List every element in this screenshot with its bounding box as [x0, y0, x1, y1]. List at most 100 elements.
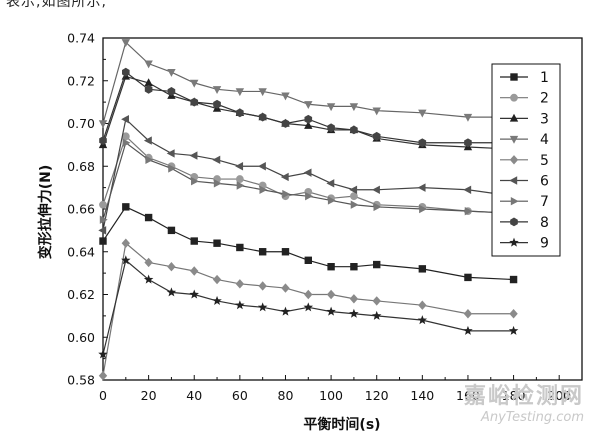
x-tick-label: 140	[410, 388, 434, 403]
series-5-point	[235, 279, 245, 289]
series-4-point	[304, 101, 313, 109]
series-9-point	[349, 308, 359, 318]
series-1-point	[213, 239, 221, 247]
series-2-point	[350, 192, 358, 201]
x-axis-title: 平衡时间(s)	[303, 416, 380, 433]
series-1-point	[350, 263, 358, 271]
watermark-cn: 嘉峪检测网	[463, 384, 584, 409]
series-9-point	[98, 349, 108, 359]
series-5-point	[304, 289, 313, 300]
series-1-point	[236, 243, 244, 252]
legend: 1 2 3 4 5 6 7 8 9	[491, 63, 561, 257]
series-6-point	[143, 136, 152, 145]
legend-marker	[509, 155, 519, 165]
y-tick-label: 0.66	[67, 202, 95, 217]
series-6-point	[417, 183, 426, 192]
legend-marker	[509, 135, 519, 144]
series-1-point	[281, 248, 290, 256]
legend-marker	[509, 237, 519, 247]
series-9-point	[326, 306, 336, 316]
series-5-point	[418, 300, 427, 310]
series-5-point	[212, 274, 222, 285]
legend-label: 8	[540, 215, 549, 231]
series-5-point	[167, 262, 176, 272]
series-8-point	[167, 87, 176, 96]
series-6-point	[280, 172, 289, 182]
series-8-point	[190, 97, 199, 107]
series-3-point	[304, 120, 313, 129]
series-9-point	[463, 325, 473, 335]
x-tick-label: 0	[99, 388, 107, 403]
series-1-point	[509, 275, 518, 284]
series-8-point	[144, 84, 153, 94]
legend-marker	[510, 217, 518, 227]
x-tick-label: 120	[365, 388, 389, 403]
series-7-point	[145, 155, 154, 165]
series-4-point	[212, 86, 222, 94]
series-6-point	[463, 185, 472, 194]
legend-entry-8: 8	[500, 215, 549, 231]
series-8-point	[281, 119, 290, 128]
series-5-point	[258, 281, 267, 291]
series-layer	[98, 39, 519, 381]
watermark: 嘉峪检测网 AnyTesting.com	[463, 384, 584, 425]
series-1-point	[304, 256, 312, 264]
legend-label: 1	[540, 70, 549, 86]
legend-marker	[510, 197, 519, 206]
series-8-line	[102, 71, 514, 144]
series-1-point	[99, 237, 107, 245]
series-7-line	[102, 141, 514, 220]
series-7-point	[191, 177, 199, 186]
series-7-point	[236, 181, 245, 190]
legend-label: 6	[540, 174, 549, 190]
series-6	[98, 115, 517, 235]
series-6-point	[121, 115, 130, 124]
series-7-point	[122, 138, 131, 147]
series-1-point	[327, 263, 335, 271]
series-4-point	[190, 79, 199, 88]
series-5-point	[121, 238, 131, 248]
series-8-point	[99, 136, 107, 145]
x-tick-label: 160	[456, 388, 480, 403]
legend-entry-9: 9	[500, 236, 549, 252]
series-3-line	[102, 75, 514, 150]
series-5-point	[349, 294, 359, 304]
x-tick-label: 200	[547, 388, 571, 403]
x-tick-label: 180	[502, 388, 526, 403]
series-2-point	[235, 175, 244, 183]
x-tick-label: 60	[232, 388, 248, 403]
series-1-point	[418, 265, 427, 273]
watermark-en: AnyTesting.com	[480, 410, 584, 425]
cropped-header-text: 表示,如图所示,	[0, 0, 600, 20]
y-axis-title: 变形拉伸力(N)	[37, 165, 54, 260]
legend-marker	[510, 93, 518, 102]
series-6-point	[372, 185, 380, 194]
series-7	[99, 138, 519, 224]
y-tick-label: 0.60	[67, 330, 95, 345]
series-1-point	[373, 260, 381, 269]
series-5-line	[102, 242, 514, 376]
x-axis-ticks: 0 20 40 60 80 100 120 140 160 180 200	[99, 375, 571, 403]
series-9-point	[121, 255, 131, 265]
series-1-point	[190, 237, 198, 245]
series-6-line	[102, 118, 514, 231]
series-4	[98, 39, 518, 129]
series-8-point	[236, 108, 244, 118]
legend-entry-7: 7	[500, 194, 549, 210]
series-9-point	[371, 310, 382, 320]
legend-entry-1: 1	[500, 70, 549, 86]
series-2-point	[121, 132, 130, 141]
series-5-point	[144, 257, 153, 268]
y-tick-label: 0.74	[67, 31, 95, 46]
series-7-point	[419, 204, 428, 214]
series-6-point	[166, 149, 175, 158]
series-7-point	[464, 206, 473, 216]
legend-label: 2	[540, 91, 549, 107]
series-1-line	[102, 206, 514, 281]
series-8-point	[304, 114, 313, 124]
series-6-point	[326, 179, 335, 188]
series-5	[98, 238, 518, 381]
legend-marker	[510, 73, 518, 81]
y-tick-label: 0.58	[67, 373, 95, 388]
